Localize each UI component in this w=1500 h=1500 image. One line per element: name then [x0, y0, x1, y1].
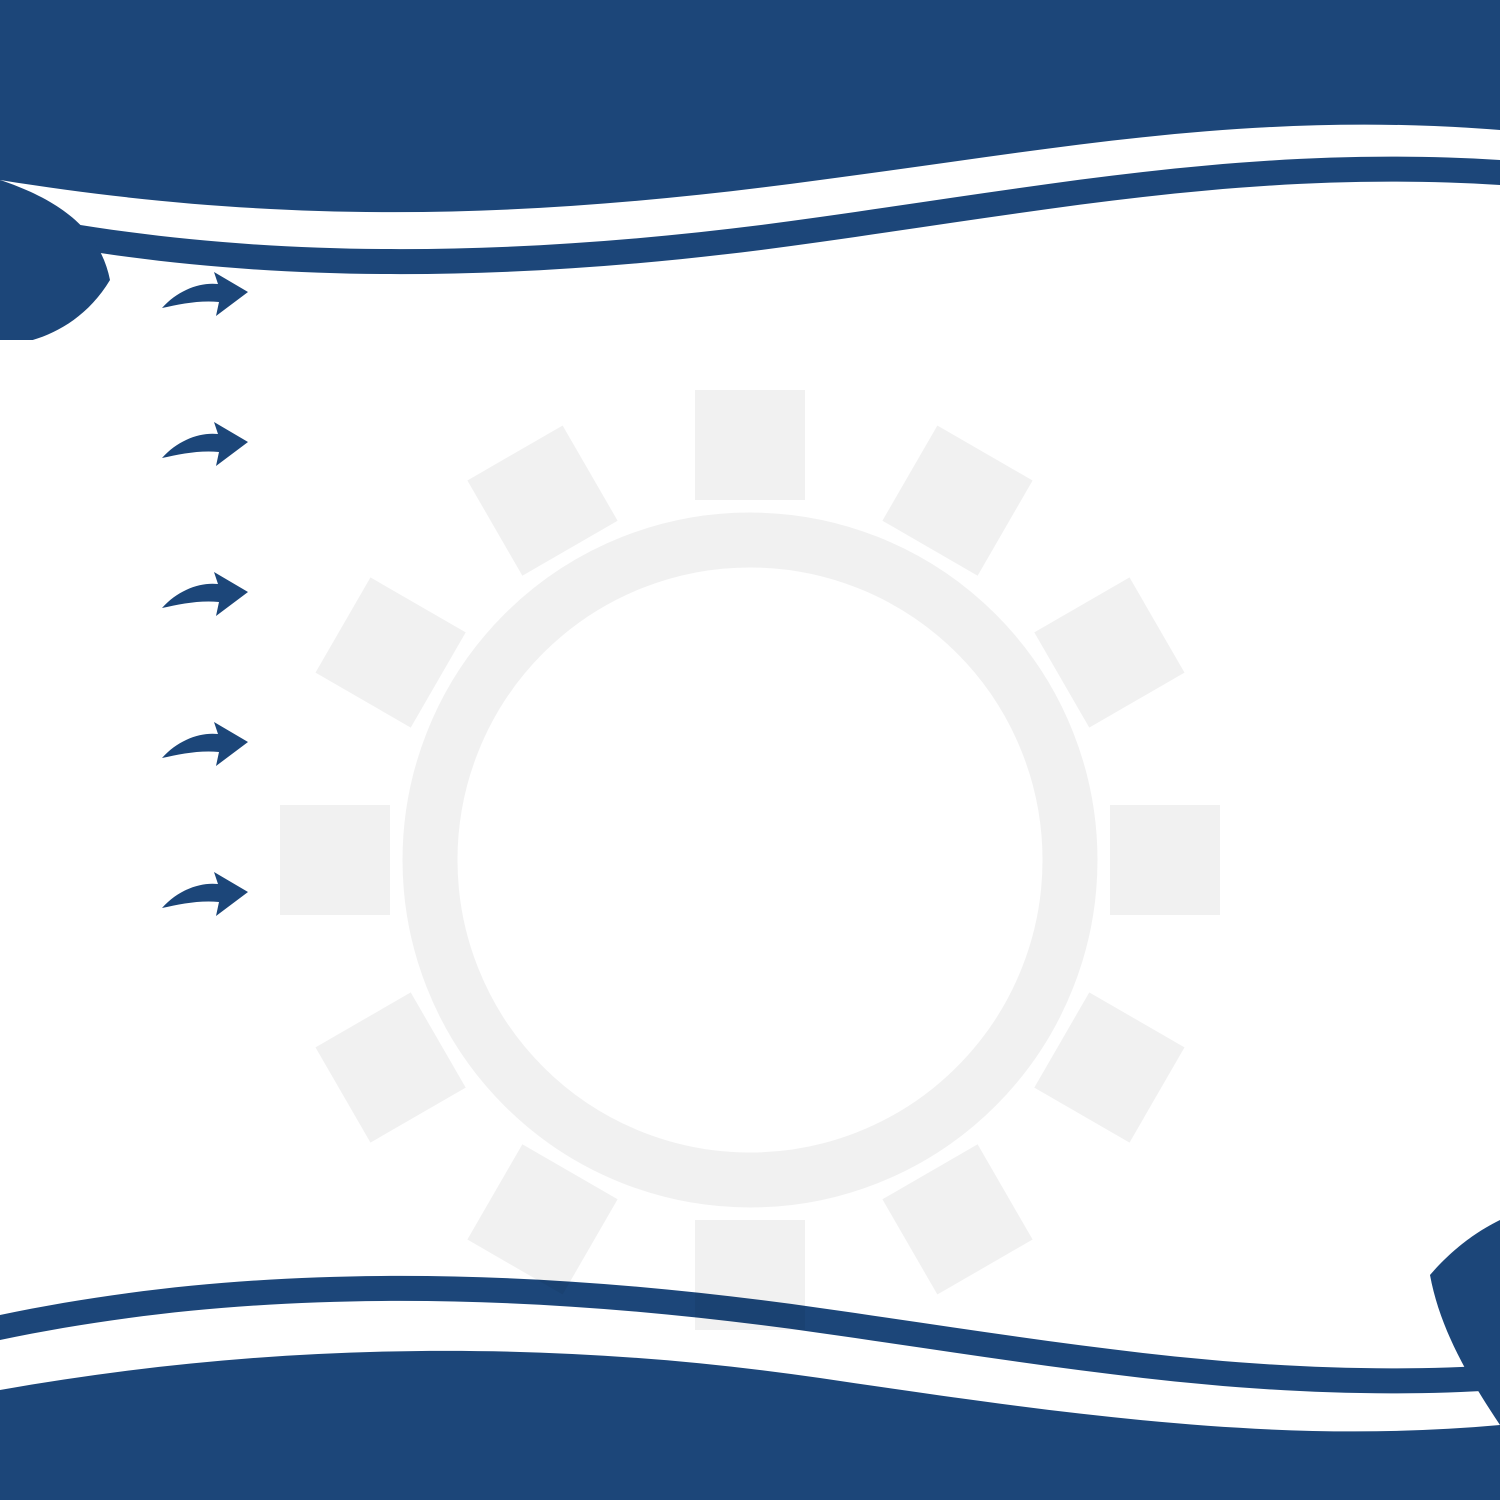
feature-item [160, 560, 1360, 622]
arrow-icon [160, 266, 250, 322]
infographic-frame [0, 0, 1500, 1500]
arrow-icon [160, 416, 250, 472]
footer-wave [0, 1220, 1500, 1500]
arrow-icon [160, 566, 250, 622]
feature-item [160, 260, 1360, 322]
feature-item [160, 860, 1360, 922]
arrow-icon [160, 716, 250, 772]
feature-item [160, 410, 1360, 472]
feature-item [160, 710, 1360, 772]
feature-list [160, 260, 1360, 922]
arrow-icon [160, 866, 250, 922]
